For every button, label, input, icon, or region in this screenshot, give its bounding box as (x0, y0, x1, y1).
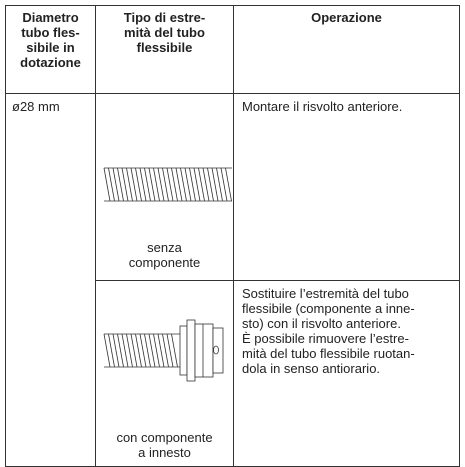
hose-rib (135, 167, 142, 202)
hose-rib (207, 167, 214, 202)
hose-rib (139, 333, 147, 368)
hose-rib (157, 167, 165, 202)
hose-rib (216, 167, 223, 202)
text-line: sibile in (26, 40, 75, 55)
hose-rib (108, 333, 115, 368)
hose-rib (166, 167, 174, 202)
text-line: tubo fles- (21, 25, 80, 40)
hose-rib (139, 167, 147, 202)
hose-rib (157, 333, 165, 368)
hose-rib (112, 167, 120, 202)
hose-rib (153, 333, 160, 368)
text-line: dola in senso antiorario. (242, 361, 381, 376)
text-line: con componente (116, 430, 213, 445)
hose-rib (189, 167, 196, 202)
text-line: mità del tubo flessibile ruotan- (242, 346, 415, 361)
hose-rib (148, 167, 156, 202)
text-line: Montare il risvolto anteriore. (242, 99, 403, 114)
text-line: flessibile (136, 40, 193, 55)
hose-rib (130, 167, 138, 202)
hose-rib (117, 167, 124, 202)
text-line: componente (128, 255, 201, 270)
diameter: ø28 mm (12, 99, 60, 114)
text-line: senza (147, 240, 182, 255)
end-type: con componente a innesto (96, 430, 233, 460)
hose-rib (193, 167, 201, 202)
hose-rib (180, 167, 187, 202)
hose-rib (171, 333, 178, 368)
hose-rib (117, 333, 124, 368)
hose-rib (121, 167, 129, 202)
hose-rib (135, 333, 142, 368)
text-line: Diametro (22, 10, 79, 25)
hose-rib (103, 167, 111, 202)
operation: Sostituire l’estremità del tubo flessibil… (242, 286, 415, 376)
hose-rib (175, 167, 183, 202)
text-line: sto) con il risvolto anteriore. (242, 316, 401, 331)
hose-rib (198, 167, 205, 202)
hose-rib (144, 333, 151, 368)
header-end-type: Tipo di estre-mità del tubo flessibile (96, 10, 233, 55)
hose-rib (162, 167, 169, 202)
diameter-text: ø28 mm (12, 99, 60, 114)
hose-rib (148, 333, 156, 368)
text-line: Sostituire l’estremità del tubo (242, 286, 409, 301)
text-line: È possibile rimuovere l’estre- (242, 331, 409, 346)
hose-rib (171, 167, 178, 202)
hose-with-connector-illustration (103, 319, 224, 382)
operation: Montare il risvolto anteriore. (242, 99, 402, 114)
hose-rib (126, 167, 133, 202)
text-line: flessibile (componente a inne- (242, 301, 415, 316)
hose-rib (184, 167, 192, 202)
hose-rib (144, 167, 151, 202)
hose-rib (108, 167, 115, 202)
hose-illustration (103, 167, 232, 202)
hose-rib (225, 167, 232, 202)
text-line: dotazione (20, 55, 81, 70)
hose-rib (112, 333, 120, 368)
hose-rib (211, 167, 219, 202)
text-line: a innesto (138, 445, 191, 460)
hose-rib (103, 333, 111, 368)
text-line: Tipo di estre- (123, 10, 206, 25)
hose-rib (220, 167, 228, 202)
text-line: mità del tubo (124, 25, 205, 40)
text-line: Operazione (311, 10, 382, 25)
hose-rib (202, 167, 210, 202)
header-operation: Operazione (234, 10, 459, 25)
end-type: senza componente (96, 240, 233, 270)
hose-rib (121, 333, 129, 368)
hose-rib (130, 333, 138, 368)
hose-rib (162, 333, 169, 368)
hose-rib (166, 333, 174, 368)
hose-rib (126, 333, 133, 368)
header-diameter: Diametro tubo fles-sibile in dotazione (6, 10, 95, 70)
hose-rib (153, 167, 160, 202)
